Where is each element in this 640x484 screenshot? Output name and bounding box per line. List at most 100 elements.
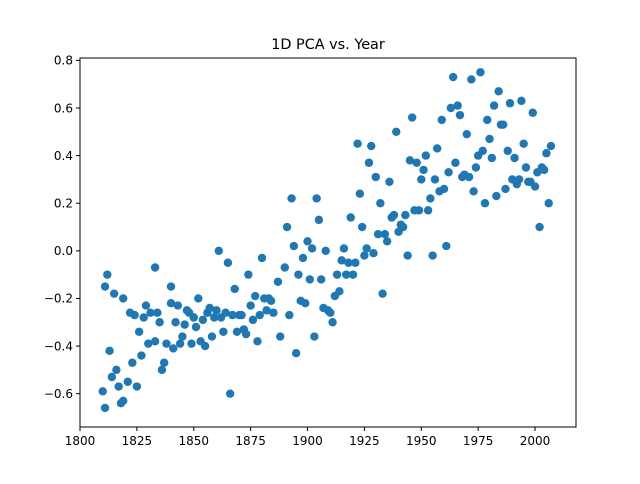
data-point [407,113,417,122]
data-point [276,332,285,341]
data-point [166,299,176,308]
data-point [353,139,362,148]
data-point [246,301,255,310]
data-point [392,127,401,136]
data-point [546,141,556,151]
data-point [223,258,233,267]
x-tick-label: 1875 [235,434,266,448]
data-point [139,313,148,322]
data-point [119,396,128,406]
data-point [289,241,299,251]
data-point [469,187,478,196]
data-point [250,291,260,301]
data-point [439,184,449,194]
data-point [385,177,394,186]
data-point [255,310,264,320]
data-point [166,282,176,291]
data-point [178,332,187,341]
data-point [207,332,217,341]
data-point [337,256,346,265]
data-point [157,365,167,375]
data-point [237,310,246,320]
data-point [355,189,365,198]
data-point [175,339,185,348]
data-point [501,184,510,194]
data-point [521,163,531,172]
data-point [462,129,471,139]
y-tick-label: −0.2 [44,292,73,306]
x-tick-label: 1850 [178,434,209,448]
data-point [544,199,553,208]
y-tick-label: −0.4 [44,339,73,353]
data-point [287,194,296,203]
data-point [530,182,540,191]
data-point [219,327,228,336]
y-tick-label: 0.6 [54,101,73,115]
y-axis: −0.6 −0.4 −0.2 0.0 0.2 0.4 0.6 0.8 [44,54,80,401]
data-point [357,222,367,232]
data-point [489,101,499,110]
data-point [510,153,519,163]
y-tick-label: 0.4 [54,149,73,163]
data-point [423,206,433,215]
data-point [173,301,183,310]
data-point [310,332,319,341]
data-point [305,275,314,284]
data-point [542,149,551,158]
data-point [257,253,267,263]
data-point [130,310,139,320]
data-point [128,358,137,367]
data-point [194,294,203,303]
data-point [405,156,415,165]
x-tick-label: 1975 [463,434,494,448]
data-point [248,315,258,325]
data-point [230,284,239,294]
data-point [428,251,437,260]
x-tick-label: 1800 [65,434,96,448]
data-point [389,210,399,220]
y-tick-label: −0.6 [44,387,73,401]
data-point [294,270,303,279]
data-point [98,387,107,396]
data-point [307,244,317,253]
data-point [514,175,524,184]
data-point [517,96,526,106]
data-point [153,308,162,317]
data-point [159,358,169,367]
data-point [282,222,292,232]
data-point [476,68,485,77]
data-point [100,282,110,291]
data-point [339,244,349,253]
data-point [285,310,294,320]
y-tick-label: 0.8 [54,54,73,68]
data-point [105,346,114,356]
data-point [100,403,110,413]
data-point [103,270,112,279]
data-point [528,108,537,117]
data-point [187,339,196,348]
data-point [376,199,385,208]
data-point [487,153,497,163]
x-tick-label: 1825 [122,434,153,448]
data-point [539,165,549,175]
y-tick-label: 0.2 [54,197,73,211]
data-point [141,301,151,310]
data-point [144,339,153,348]
data-point [451,158,460,167]
data-point [364,158,374,167]
data-point [342,270,351,279]
data-point [346,213,355,222]
data-point [244,270,253,279]
data-point [348,270,358,279]
data-point [114,382,123,391]
data-point [150,263,160,272]
data-point [198,315,208,325]
data-point [378,289,387,298]
data-point [321,246,330,256]
data-point [360,251,369,260]
data-point [212,306,221,315]
data-point [430,175,440,184]
data-point [446,103,456,113]
data-point [123,377,132,386]
data-point [191,322,201,332]
